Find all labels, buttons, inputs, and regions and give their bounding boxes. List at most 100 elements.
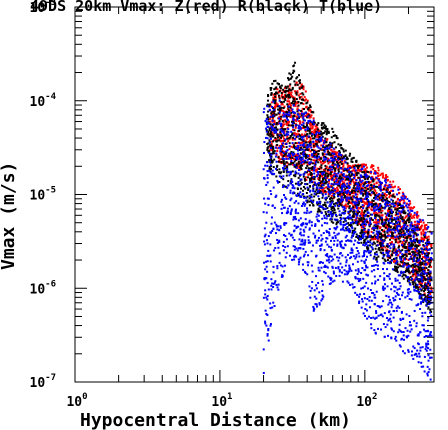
data-point <box>266 114 268 116</box>
data-point <box>310 106 312 108</box>
data-point <box>364 187 366 189</box>
data-point <box>286 166 288 168</box>
data-point <box>401 244 403 246</box>
data-point <box>287 180 289 182</box>
data-point <box>313 123 315 125</box>
data-point <box>334 134 336 136</box>
data-point <box>270 260 272 262</box>
data-point <box>344 208 346 210</box>
data-point <box>311 167 313 169</box>
data-point <box>414 221 416 223</box>
data-point <box>391 329 393 331</box>
data-point <box>384 207 386 209</box>
data-point <box>408 221 410 223</box>
data-point <box>409 272 411 274</box>
data-point <box>301 168 303 170</box>
data-point <box>402 265 404 267</box>
data-point <box>269 104 271 106</box>
data-point <box>298 193 300 195</box>
data-point <box>406 198 408 200</box>
data-point <box>293 134 295 136</box>
data-point <box>382 286 384 288</box>
data-point <box>301 92 303 94</box>
data-point <box>274 305 276 307</box>
data-point <box>341 272 343 274</box>
data-point <box>408 219 410 221</box>
data-point <box>368 316 370 318</box>
data-point <box>308 158 310 160</box>
data-point <box>303 255 305 257</box>
data-point <box>345 236 347 238</box>
data-point <box>287 77 289 79</box>
data-point <box>377 268 379 270</box>
data-point <box>347 162 349 164</box>
data-point <box>305 218 307 220</box>
data-point <box>268 122 270 124</box>
data-point <box>281 177 283 179</box>
data-point <box>337 208 339 210</box>
data-point <box>421 294 423 296</box>
data-point <box>394 290 396 292</box>
data-point <box>321 224 323 226</box>
data-point <box>287 114 289 116</box>
data-point <box>368 250 370 252</box>
data-point <box>292 137 294 139</box>
data-point <box>309 133 311 135</box>
data-point <box>279 108 281 110</box>
data-point <box>303 234 305 236</box>
data-point <box>334 189 336 191</box>
data-point <box>404 202 406 204</box>
data-point <box>308 221 310 223</box>
data-point <box>367 178 369 180</box>
data-point <box>383 222 385 224</box>
data-point <box>392 268 394 270</box>
data-point <box>276 88 278 90</box>
data-point <box>275 224 277 226</box>
data-point <box>360 199 362 201</box>
data-point <box>290 235 292 237</box>
data-point <box>403 230 405 232</box>
data-point <box>425 263 427 265</box>
data-point <box>418 361 420 363</box>
data-point <box>341 212 343 214</box>
data-point <box>369 220 371 222</box>
data-point <box>394 268 396 270</box>
data-point <box>266 133 268 135</box>
data-point <box>291 102 293 104</box>
data-point <box>382 257 384 259</box>
data-point <box>265 184 267 186</box>
data-point <box>302 139 304 141</box>
data-point <box>282 89 284 91</box>
data-point <box>410 225 412 227</box>
data-point <box>349 167 351 169</box>
data-point <box>321 122 323 124</box>
data-point <box>351 283 353 285</box>
data-point <box>347 158 349 160</box>
data-point <box>337 175 339 177</box>
data-point <box>367 287 369 289</box>
data-point <box>320 148 322 150</box>
data-point <box>299 82 301 84</box>
data-point <box>417 229 419 231</box>
data-point <box>420 251 422 253</box>
data-point <box>293 145 295 147</box>
data-point <box>385 227 387 229</box>
data-point <box>384 213 386 215</box>
data-point <box>314 224 316 226</box>
data-point <box>403 278 405 280</box>
data-point <box>423 222 425 224</box>
data-point <box>373 185 375 187</box>
data-point <box>300 110 302 112</box>
data-point <box>323 142 325 144</box>
data-point <box>421 279 423 281</box>
data-point <box>333 194 335 196</box>
data-point <box>294 84 296 86</box>
data-point <box>282 265 284 267</box>
data-point <box>295 172 297 174</box>
data-point <box>412 283 414 285</box>
data-point <box>327 185 329 187</box>
data-point <box>264 321 266 323</box>
data-point <box>294 246 296 248</box>
data-point <box>318 230 320 232</box>
data-point <box>293 119 295 121</box>
